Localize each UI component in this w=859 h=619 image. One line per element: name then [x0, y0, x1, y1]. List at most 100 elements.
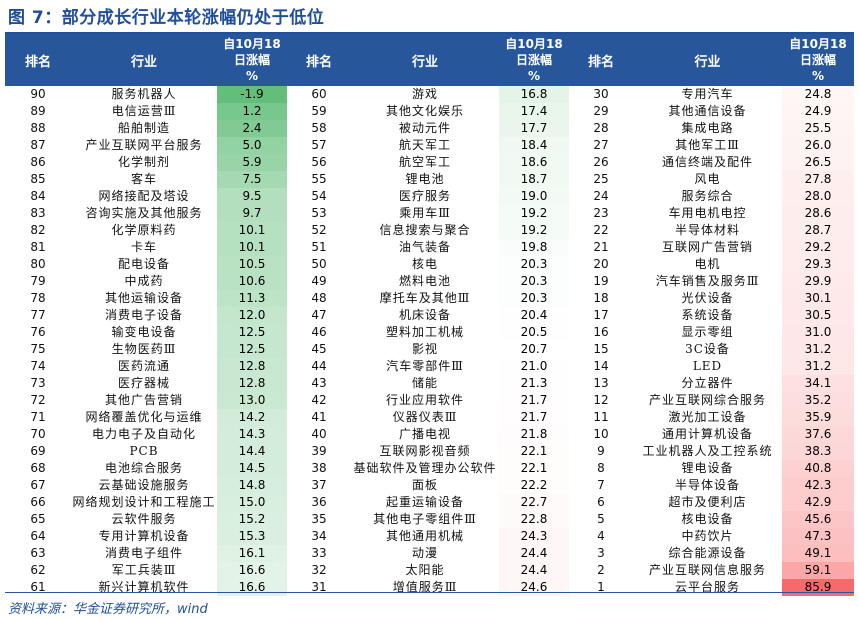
rank-cell: 90: [30, 87, 46, 101]
pct-cell: 21.7: [499, 392, 569, 409]
rank-cell: 64: [30, 529, 46, 543]
industry-cell: 医疗服务: [398, 189, 451, 203]
rank-cell: 47: [311, 308, 327, 322]
industry-cell: 光伏设备: [681, 291, 734, 305]
pct-cell: 31.0: [782, 324, 854, 341]
rank-cell: 33: [311, 546, 327, 560]
industry-cell: 产业互联网综合服务: [648, 393, 766, 407]
pct-cell: 14.5: [217, 460, 287, 477]
industry-cell: 汽车零部件Ⅲ: [386, 359, 464, 373]
pct-cell: 15.3: [217, 528, 287, 545]
industry-cell: 输变电设备: [111, 325, 177, 339]
industry-cell: 电机: [694, 257, 721, 271]
table-row: 74 医药流通 12.8 44 汽车零部件Ⅲ 21.0 14 LED 31.2: [5, 358, 854, 375]
industry-cell: 显示零组: [681, 325, 734, 339]
rank-cell: 12: [593, 393, 609, 407]
rank-cell: 49: [311, 274, 327, 288]
pct-cell: 2.4: [217, 120, 287, 137]
rank-cell: 88: [30, 121, 46, 135]
rank-cell: 14: [593, 359, 609, 373]
industry-cell: 其他广告营销: [104, 393, 183, 407]
table-row: 62 军工兵装Ⅲ 16.6 32 太阳能 24.4 2 产业互联网信息服务 59.1: [5, 562, 854, 579]
rank-cell: 72: [30, 393, 46, 407]
industry-cell: 化学制剂: [117, 155, 170, 169]
rank-cell: 46: [311, 325, 327, 339]
pct-cell: 85.9: [782, 579, 854, 596]
pct-cell: 10.1: [217, 239, 287, 256]
pct-cell: 31.2: [782, 358, 854, 375]
industry-cell: 广播电视: [398, 427, 451, 441]
rank-cell: 85: [30, 172, 46, 186]
industry-cell: 基础软件及管理办公软件: [353, 461, 497, 475]
industry-cell: 互联网广告营销: [661, 240, 753, 254]
industry-cell: 电力电子及自动化: [91, 427, 196, 441]
pct-cell: 20.7: [499, 341, 569, 358]
pct-cell: 31.2: [782, 341, 854, 358]
industry-cell: 网络接配及塔设: [98, 189, 190, 203]
table-row: 90 服务机器人 -1.9 60 游戏 16.8 30 专用汽车 24.8: [5, 86, 854, 103]
header-industry: 行业: [351, 34, 499, 86]
rank-cell: 27: [593, 138, 609, 152]
rank-cell: 78: [30, 291, 46, 305]
industry-cell: 机床设备: [398, 308, 451, 322]
table-row: 76 输变电设备 12.5 46 塑料加工机械 20.5 16 显示零组 31.0: [5, 324, 854, 341]
table-row: 72 其他广告营销 13.0 42 行业应用软件 21.7 12 产业互联网综合服务 35.2: [5, 392, 854, 409]
pct-cell: 24.8: [782, 86, 854, 103]
rank-cell: 58: [311, 121, 327, 135]
pct-cell: -1.9: [217, 86, 287, 103]
industry-cell: 电信运营Ⅲ: [111, 104, 177, 118]
industry-cell: LED: [692, 359, 723, 373]
industry-cell: 军工兵装Ⅲ: [111, 563, 177, 577]
pct-cell: 22.1: [499, 443, 569, 460]
pct-cell: 19.2: [499, 205, 569, 222]
pct-cell: 15.0: [217, 494, 287, 511]
rank-cell: 42: [311, 393, 327, 407]
pct-cell: 28.7: [782, 222, 854, 239]
industry-cell: 集成电路: [681, 121, 734, 135]
industry-cell: 卡车: [130, 240, 157, 254]
rank-cell: 26: [593, 155, 609, 169]
pct-cell: 9.7: [217, 205, 287, 222]
pct-cell: 26.0: [782, 137, 854, 154]
table-row: 85 客车 7.5 55 锂电池 18.7 25 风电 27.8: [5, 171, 854, 188]
rank-cell: 37: [311, 478, 327, 492]
industry-cell: 影视: [411, 342, 438, 356]
pct-cell: 14.8: [217, 477, 287, 494]
pct-cell: 24.6: [499, 579, 569, 596]
pct-cell: 16.6: [217, 562, 287, 579]
pct-cell: 29.9: [782, 273, 854, 290]
industry-cell: 其他军工Ⅲ: [675, 138, 740, 152]
pct-cell: 21.7: [499, 409, 569, 426]
rank-cell: 2: [597, 563, 605, 577]
pct-cell: 20.4: [499, 307, 569, 324]
industry-cell: 网络覆盖优化与运维: [85, 410, 203, 424]
table-row: 83 咨询实施及其他服务 9.7 53 乘用车Ⅲ 19.2 23 车用电机电控 28.6: [5, 205, 854, 222]
rank-cell: 81: [30, 240, 46, 254]
pct-cell: 22.8: [499, 511, 569, 528]
pct-cell: 17.4: [499, 103, 569, 120]
table-row: 86 化学制剂 5.9 56 航空军工 18.6 26 通信终端及配件 26.5: [5, 154, 854, 171]
rank-cell: 61: [30, 580, 46, 594]
header-row: 排名 行业 自10月18 日涨幅 % 排名 行业 自10月18 日涨幅 % 排名…: [5, 34, 854, 86]
rank-cell: 24: [593, 189, 609, 203]
table-row: 87 产业互联网平台服务 5.0 57 航天军工 18.4 27 其他军工Ⅲ 26.0: [5, 137, 854, 154]
rank-cell: 41: [311, 410, 327, 424]
pct-cell: 59.1: [782, 562, 854, 579]
industry-cell: 起重运输设备: [385, 495, 464, 509]
rank-cell: 6: [597, 495, 605, 509]
pct-cell: 30.5: [782, 307, 854, 324]
rank-cell: 43: [311, 376, 327, 390]
rank-cell: 86: [30, 155, 46, 169]
rank-cell: 51: [311, 240, 327, 254]
pct-cell: 19.0: [499, 188, 569, 205]
industry-cell: 游戏: [411, 87, 438, 101]
pct-cell: 22.1: [499, 460, 569, 477]
rank-cell: 63: [30, 546, 46, 560]
industry-cell: 油气装备: [398, 240, 451, 254]
rank-cell: 17: [593, 308, 609, 322]
header-pct-line2: 日涨幅: [515, 53, 552, 67]
industry-cell: 通用计算机设备: [661, 427, 753, 441]
industry-cell: 半导体设备: [674, 478, 740, 492]
table-row: 77 消费电子设备 12.0 47 机床设备 20.4 17 系统设备 30.5: [5, 307, 854, 324]
industry-cell: 服务综合: [681, 189, 734, 203]
